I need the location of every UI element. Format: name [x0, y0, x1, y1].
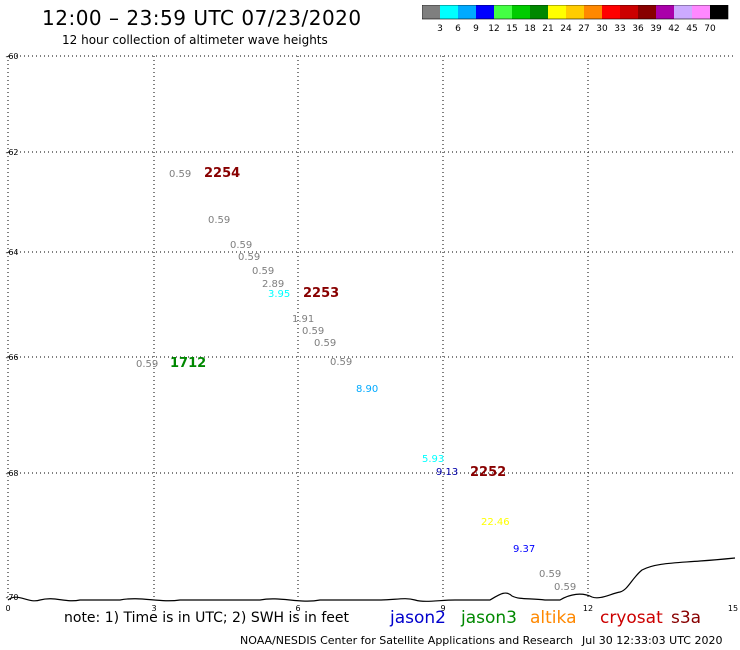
wave-height-label: 0.59: [208, 215, 230, 226]
wave-height-label: 2.89: [262, 279, 284, 290]
pass-label: 2252: [470, 465, 506, 480]
wave-height-label: 0.59: [554, 582, 576, 593]
pass-label: 1712: [170, 356, 206, 371]
colorbar-swatch: [656, 5, 674, 19]
legend-jason2: jason2: [390, 608, 446, 628]
colorbar-swatch: [512, 5, 530, 19]
colorbar-label: 30: [596, 24, 608, 34]
y-tick-label: -68: [5, 469, 18, 478]
colorbar-label: 70: [704, 24, 716, 34]
wave-height-label: 0.59: [539, 569, 561, 580]
x-tick-label: 9: [440, 604, 445, 613]
x-tick-label: 0: [5, 604, 10, 613]
legend-note: note: 1) Time is in UTC; 2) SWH is in fe…: [64, 610, 350, 626]
pass-label: 2254: [204, 166, 240, 181]
legend-cryosat: cryosat: [600, 608, 663, 628]
wave-height-label: 3.95: [268, 289, 290, 300]
colorbar-swatch: [620, 5, 638, 19]
grid-lines: [7, 55, 733, 600]
colorbar-swatch: [476, 5, 494, 19]
wave-height-label: 0.59: [252, 266, 274, 277]
footer-credit: NOAA/NESDIS Center for Satellite Applica…: [240, 634, 574, 647]
legend-s3a: s3a: [671, 608, 702, 628]
colorbar-label: 36: [632, 24, 644, 34]
axis-labels: 0 3 6 9 12 15 -60 -62 -64 -66 -68 -70: [5, 52, 738, 613]
wave-height-label: 0.59: [330, 357, 352, 368]
colorbar-label: 45: [686, 24, 697, 34]
colorbar-label: 42: [668, 24, 679, 34]
colorbar-swatch: [530, 5, 548, 19]
x-tick-label: 15: [728, 604, 738, 613]
colorbar-label: 15: [506, 24, 517, 34]
x-tick-label: 3: [151, 604, 156, 613]
colorbar-label: 33: [614, 24, 625, 34]
legend-altika: altika: [530, 608, 577, 628]
y-tick-label: -64: [5, 248, 18, 257]
legend-jason3: jason3: [461, 608, 517, 628]
colorbar-swatch: [710, 5, 728, 19]
colorbar-swatch: [602, 5, 620, 19]
colorbar-swatch: [458, 5, 476, 19]
coastline-antarctica: [7, 557, 736, 602]
coastline: [7, 557, 736, 602]
colorbar-label: 3: [437, 24, 443, 34]
wave-height-label: 1.91: [292, 314, 314, 325]
y-tick-label: -66: [5, 353, 18, 362]
map-subtitle: 12 hour collection of altimeter wave hei…: [62, 33, 328, 47]
wave-height-label: 22.46: [481, 517, 510, 528]
wave-height-label: 0.59: [314, 338, 336, 349]
x-tick-label: 6: [295, 604, 300, 613]
colorbar-label: 6: [455, 24, 461, 34]
wave-height-label: 0.59: [136, 359, 158, 370]
colorbar-label: 18: [524, 24, 536, 34]
colorbar-label: 9: [473, 24, 479, 34]
colorbar-swatch: [692, 5, 710, 19]
footer-timestamp: Jul 30 12:33:03 UTC 2020: [582, 634, 723, 647]
colorbar-label: 21: [542, 24, 553, 34]
colorbar-label: 12: [488, 24, 499, 34]
colorbar-swatch: [440, 5, 458, 19]
wave-height-label: 5.93: [422, 454, 444, 465]
map-title: 12:00 – 23:59 UTC 07/23/2020: [42, 6, 362, 30]
colorbar-label: 39: [650, 24, 662, 34]
wave-height-label: 9.13: [436, 467, 458, 478]
colorbar-swatch: [584, 5, 602, 19]
colorbar-swatch: [422, 5, 440, 19]
wave-height-label: 0.59: [238, 252, 260, 263]
wave-height-label: 0.59: [169, 169, 191, 180]
colorbar-swatch: [674, 5, 692, 19]
wave-height-label: 0.59: [230, 240, 252, 251]
colorbar-label: 24: [560, 24, 572, 34]
y-tick-label: -62: [5, 148, 18, 157]
colorbar-swatch: [566, 5, 584, 19]
colorbar-label: 27: [578, 24, 589, 34]
pass-label: 2253: [303, 286, 339, 301]
x-tick-label: 12: [583, 604, 593, 613]
wave-height-label: 9.37: [513, 544, 535, 555]
y-tick-label: -60: [5, 52, 18, 61]
y-tick-label: -70: [5, 593, 18, 602]
colorbar-swatch: [638, 5, 656, 19]
wave-height-label: 8.90: [356, 384, 378, 395]
wave-height-label: 0.59: [302, 326, 324, 337]
colorbar-swatch: [548, 5, 566, 19]
colorbar-swatch: [494, 5, 512, 19]
